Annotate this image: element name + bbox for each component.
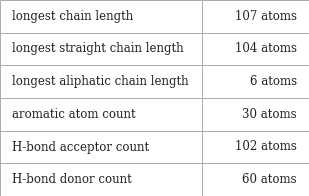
Text: H-bond acceptor count: H-bond acceptor count [12,141,150,153]
Text: 107 atoms: 107 atoms [235,10,297,23]
Text: 104 atoms: 104 atoms [235,43,297,55]
Text: 30 atoms: 30 atoms [242,108,297,121]
Text: longest aliphatic chain length: longest aliphatic chain length [12,75,189,88]
Text: H-bond donor count: H-bond donor count [12,173,132,186]
Text: 60 atoms: 60 atoms [242,173,297,186]
Text: 6 atoms: 6 atoms [249,75,297,88]
Text: longest straight chain length: longest straight chain length [12,43,184,55]
Text: 102 atoms: 102 atoms [235,141,297,153]
Text: aromatic atom count: aromatic atom count [12,108,136,121]
Text: longest chain length: longest chain length [12,10,133,23]
